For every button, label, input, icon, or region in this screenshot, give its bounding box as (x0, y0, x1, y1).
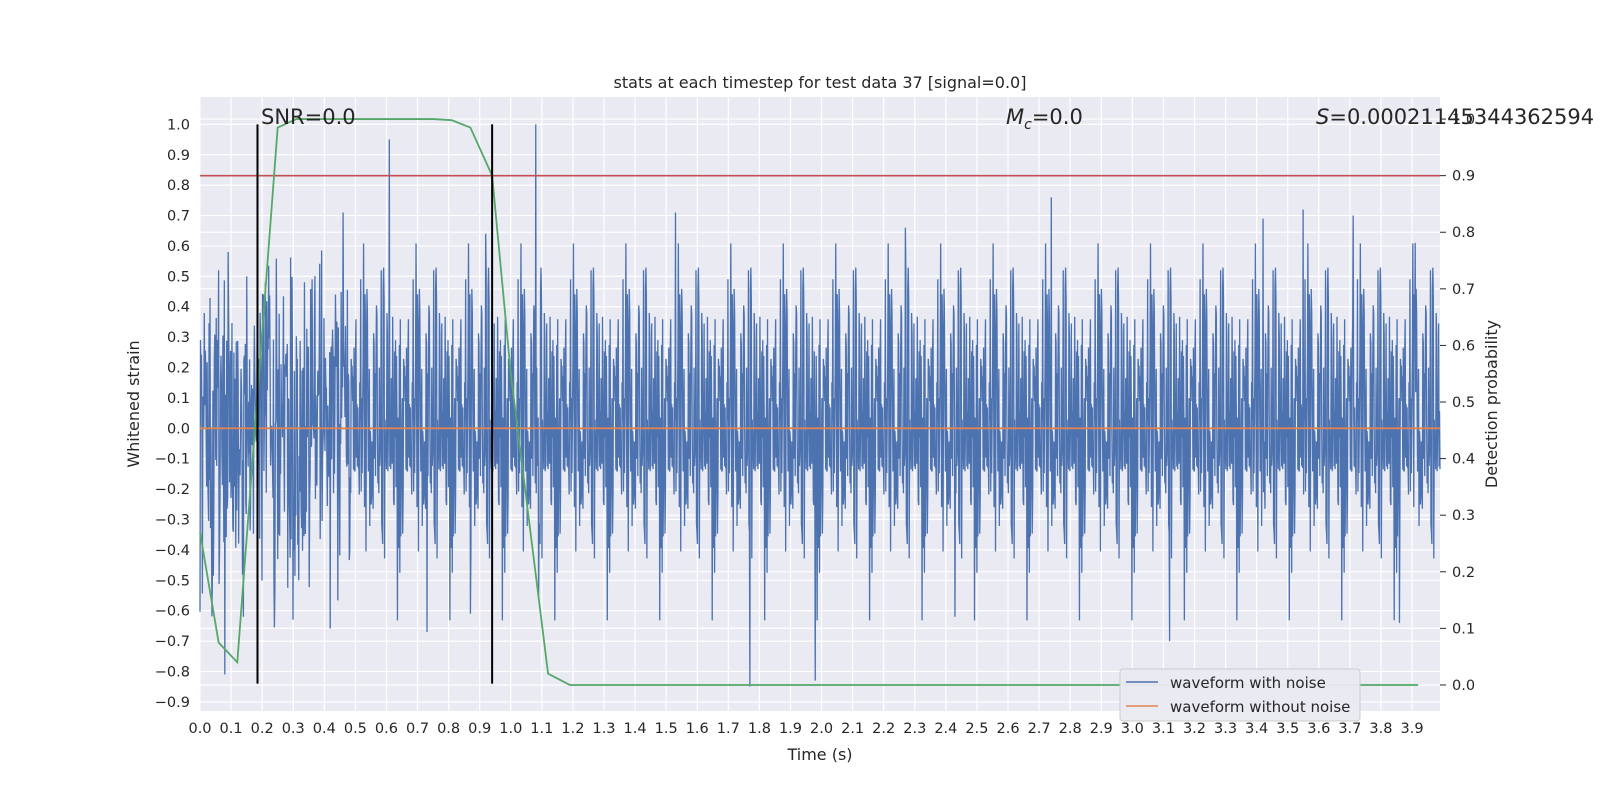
x-tick-label: 3.3 (1214, 721, 1237, 737)
y2-tick-label: 0.6 (1452, 338, 1475, 354)
chart-title: stats at each timestep for test data 37 … (614, 73, 1027, 92)
x-tick-label: 2.4 (934, 721, 957, 737)
x-tick-label: 1.2 (561, 721, 584, 737)
y-tick-label: 0.6 (167, 239, 190, 255)
x-tick-label: 0.8 (437, 721, 460, 737)
x-tick-label: 1.9 (779, 721, 802, 737)
x-tick-label: 2.8 (1059, 721, 1082, 737)
waveform-with-noise-line (199, 124, 1441, 687)
snr-annotation: SNR=0.0 (261, 105, 356, 129)
x-tick-label: 2.6 (996, 721, 1019, 737)
y-tick-label: 1.0 (167, 117, 190, 133)
y2-tick-label: 0.2 (1452, 565, 1475, 581)
y-tick-label: 0.9 (167, 148, 190, 164)
x-tick-label: 1.4 (624, 721, 647, 737)
y-tick-label: −0.4 (155, 543, 190, 559)
x-tick-label: 2.9 (1090, 721, 1113, 737)
x-tick-label: 0.2 (251, 721, 274, 737)
tick-labels: 0.0 0.1 0.2 0.3 0.4 0.5 0.6 0.7 0.8 0.9 1.0 1.1 1.2 1… (155, 112, 1475, 737)
x-axis-label: Time (s) (786, 745, 852, 764)
x-tick-label: 2.5 (965, 721, 988, 737)
y-tick-label: 0.5 (167, 269, 190, 285)
s-value: =0.00021145344362594 (1329, 105, 1594, 129)
chirp-mass-symbol: M (1006, 105, 1024, 129)
chirp-mass-subscript: c (1024, 117, 1032, 133)
y-tick-label: −0.5 (155, 573, 190, 589)
x-tick-label: 3.6 (1307, 721, 1330, 737)
x-tick-label: 0.9 (468, 721, 491, 737)
x-tick-label: 3.2 (1183, 721, 1206, 737)
waveform-with-noise-series (199, 124, 1441, 687)
y-tick-label: 0.7 (167, 209, 190, 225)
x-tick-label: 3.9 (1400, 721, 1423, 737)
x-tick-label: 3.1 (1152, 721, 1175, 737)
y-tick-label: 0.8 (167, 178, 190, 194)
legend-label-noise: waveform with noise (1170, 674, 1326, 692)
y2-tick-label: 0.4 (1452, 452, 1475, 468)
legend-label-clean: waveform without noise (1170, 698, 1350, 716)
x-tick-label: 1.7 (717, 721, 740, 737)
y-tick-label: −0.2 (155, 482, 190, 498)
x-tick-label: 0.7 (406, 721, 429, 737)
x-tick-label: 3.8 (1369, 721, 1392, 737)
x-tick-label: 2.7 (1028, 721, 1051, 737)
marker-lines (256, 124, 494, 684)
chirp-mass-annotation: Mc=0.0 (1006, 105, 1083, 133)
x-tick-label: 1.6 (686, 721, 709, 737)
y-tick-label: 0.4 (167, 300, 190, 316)
y-tick-label: 0.0 (167, 421, 190, 437)
x-tick-label: 2.3 (903, 721, 926, 737)
x-tick-label: 1.5 (655, 721, 678, 737)
x-tick-label: 1.0 (499, 721, 522, 737)
y2-tick-label: 0.1 (1452, 621, 1475, 637)
y-tick-label: 0.3 (167, 330, 190, 346)
y-tick-label: −0.9 (155, 695, 190, 711)
y-tick-label: 0.1 (167, 391, 190, 407)
y-tick-label: −0.6 (155, 604, 190, 620)
chirp-mass-value: =0.0 (1032, 105, 1083, 129)
y-axis-label: Whitened strain (124, 340, 143, 467)
s-symbol: S (1316, 105, 1329, 129)
x-tick-label: 0.3 (282, 721, 305, 737)
x-tick-label: 0.5 (344, 721, 367, 737)
x-tick-label: 3.4 (1245, 721, 1268, 737)
y2-tick-label: 0.5 (1452, 395, 1475, 411)
x-tick-label: 1.8 (748, 721, 771, 737)
y2-tick-label: 0.3 (1452, 508, 1475, 524)
s-annotation: S=0.00021145344362594 (1316, 105, 1594, 129)
x-tick-label: 3.7 (1338, 721, 1361, 737)
x-tick-label: 2.0 (810, 721, 833, 737)
x-tick-label: 0.1 (220, 721, 243, 737)
x-tick-label: 0.4 (313, 721, 336, 737)
x-tick-label: 1.3 (592, 721, 615, 737)
x-tick-label: 2.2 (872, 721, 895, 737)
y2-tick-label: 0.0 (1452, 678, 1475, 694)
x-tick-label: 2.1 (841, 721, 864, 737)
y-tick-label: −0.1 (155, 452, 190, 468)
x-tick-label: 3.0 (1121, 721, 1144, 737)
y2-tick-label: 1.0 (1452, 112, 1475, 128)
y2-tick-label: 0.8 (1452, 225, 1475, 241)
x-tick-label: 0.6 (375, 721, 398, 737)
y-tick-label: −0.7 (155, 634, 190, 650)
y-tick-label: −0.3 (155, 513, 190, 529)
legend: waveform with noise waveform without noi… (1119, 668, 1361, 722)
x-tick-label: 0.0 (188, 721, 211, 737)
x-tick-label: 3.5 (1276, 721, 1299, 737)
y-tick-label: −0.8 (155, 664, 190, 680)
y2-axis-label: Detection probability (1482, 320, 1501, 488)
detection-probability-series (199, 118, 1419, 686)
detection-probability-line (199, 118, 1419, 686)
y2-tick-label: 0.9 (1452, 169, 1475, 185)
y-tick-label: 0.2 (167, 361, 190, 377)
x-tick-label: 1.1 (530, 721, 553, 737)
legend-box (1119, 668, 1361, 722)
y2-tick-label: 0.7 (1452, 282, 1475, 298)
